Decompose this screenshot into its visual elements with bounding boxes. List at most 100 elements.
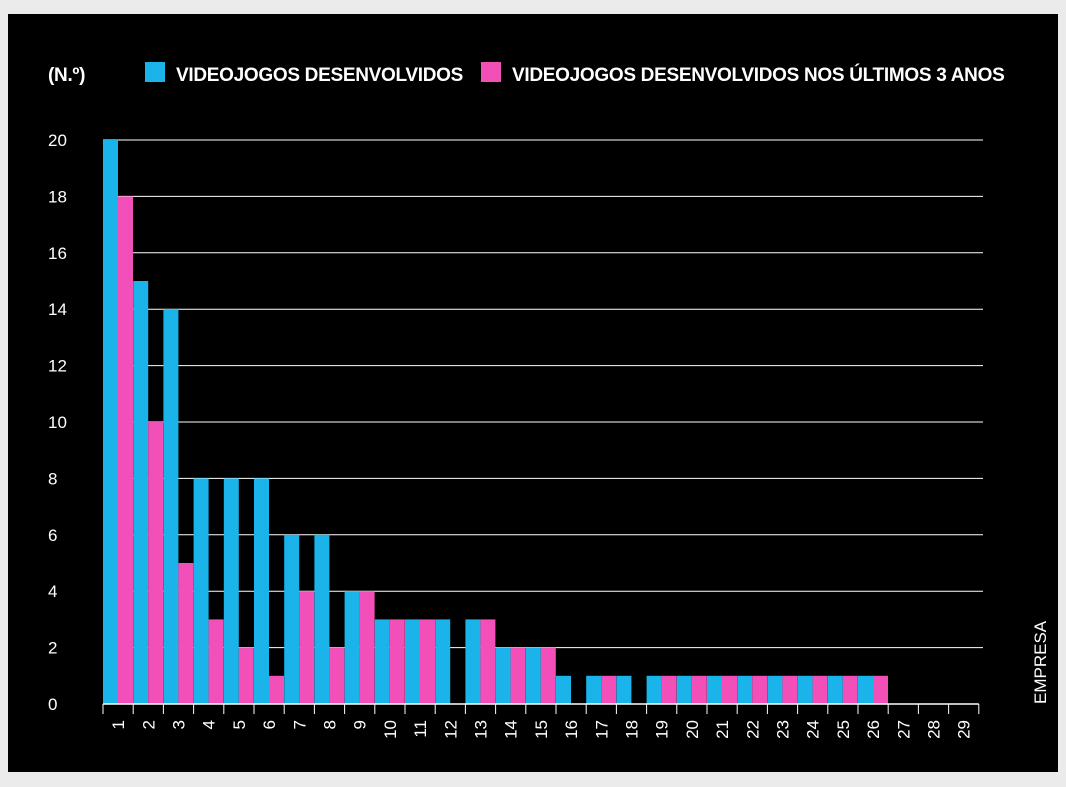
legend-swatch-series-1 xyxy=(145,62,165,82)
bar-series-1 xyxy=(284,534,300,704)
bar-series-2 xyxy=(269,675,284,704)
chart-panel: 0 2 4 6 8 10 12 14 16 18 20 1 2 3 4 5 6 7 8 9 10 11 12 13 14 15 1… xyxy=(8,14,1058,772)
bar-series-1 xyxy=(223,478,239,704)
legend-swatch-series-2 xyxy=(481,62,501,82)
x-tick-label: 28 xyxy=(925,720,944,739)
x-tick-label: 26 xyxy=(864,720,883,739)
y-tick-label: 12 xyxy=(48,357,67,376)
bar-series-2 xyxy=(873,675,888,704)
bar-series-2 xyxy=(661,675,677,704)
x-tick-label: 20 xyxy=(683,720,702,739)
bar-series-1 xyxy=(254,478,269,704)
y-tick-label: 10 xyxy=(48,413,67,432)
x-tick-label: 9 xyxy=(351,720,370,729)
bar-series-1 xyxy=(525,647,541,704)
bar-series-1 xyxy=(767,675,783,704)
bar-series-1 xyxy=(193,478,209,704)
y-tick-label: 18 xyxy=(48,187,67,206)
bar-series-1 xyxy=(103,140,118,704)
y-tick-label: 20 xyxy=(48,131,67,150)
bar-series-1 xyxy=(405,619,420,704)
x-tick-label: 4 xyxy=(200,720,219,729)
bar-series-2 xyxy=(420,619,435,704)
y-tick-label: 4 xyxy=(48,582,57,601)
bar-series-2 xyxy=(722,675,737,704)
y-tick-label: 2 xyxy=(48,639,57,658)
x-tick-label: 15 xyxy=(532,720,551,739)
x-tick-label: 11 xyxy=(411,720,430,738)
x-tick-label: 12 xyxy=(441,720,460,739)
x-tick-label: 6 xyxy=(260,720,279,729)
bar-series-1 xyxy=(314,534,330,704)
x-tick-label: 1 xyxy=(109,720,128,729)
x-tick-label: 27 xyxy=(894,720,913,739)
bar-series-1 xyxy=(616,675,632,704)
y-tick-label: 14 xyxy=(48,300,67,319)
x-tick-label: 25 xyxy=(834,720,853,739)
bar-series-1 xyxy=(374,619,390,704)
y-tick-label: 16 xyxy=(48,244,67,263)
bar-series-1 xyxy=(495,647,511,704)
bar-series-1 xyxy=(707,675,722,704)
legend-label-series-1: VIDEOJOGOS DESENVOLVIDOS xyxy=(176,65,463,86)
bar-series-1 xyxy=(586,675,602,704)
bar-series-1 xyxy=(858,675,873,704)
x-tick-label: 2 xyxy=(139,720,158,729)
bar-series-1 xyxy=(465,619,481,704)
bar-series-2 xyxy=(752,675,768,704)
x-tick-label: 19 xyxy=(653,720,672,739)
x-tick-labels: 1 2 3 4 5 6 7 8 9 10 11 12 13 14 15 16 17 18 19 20 21 22 23 24 2… xyxy=(109,720,974,739)
legend-label-series-2: VIDEOJOGOS DESENVOLVIDOS NOS ÚLTIMOS 3 A… xyxy=(512,64,1004,86)
bar-series-2 xyxy=(178,563,194,704)
x-tick-label: 7 xyxy=(290,720,309,729)
bar-series-2 xyxy=(238,647,254,704)
bar-series-2 xyxy=(148,422,164,704)
bar-series-1 xyxy=(556,675,571,704)
axes xyxy=(102,703,980,714)
bar-series-2 xyxy=(691,675,707,704)
x-axis-label: EMPRESA xyxy=(1031,620,1050,704)
bar-series-1 xyxy=(737,675,753,704)
x-tick-label: 5 xyxy=(230,720,249,729)
bar-series-2 xyxy=(359,591,375,704)
bar-series-2 xyxy=(510,647,526,704)
x-tick-label: 16 xyxy=(562,720,581,739)
bar-series-2 xyxy=(842,675,858,704)
x-tick-label: 17 xyxy=(592,720,611,739)
bar-series-2 xyxy=(480,619,496,704)
bar-series-1 xyxy=(676,675,692,704)
bar-series-2 xyxy=(329,647,345,704)
bar-series-1 xyxy=(133,281,149,704)
bar-series-2 xyxy=(601,675,617,704)
y-tick-label: 6 xyxy=(48,526,57,545)
y-tick-label: 8 xyxy=(48,469,57,488)
x-tick-label: 3 xyxy=(170,720,189,729)
bar-series-1 xyxy=(827,675,843,704)
bar-series-2 xyxy=(208,619,224,704)
bar-series-2 xyxy=(812,675,828,704)
bar-series-1 xyxy=(163,309,179,704)
x-tick-label: 14 xyxy=(502,720,521,739)
unit-label: (N.º) xyxy=(48,65,85,86)
bar-series-1 xyxy=(435,619,451,704)
bar-series-1 xyxy=(344,591,360,704)
y-tick-label: 0 xyxy=(48,695,57,714)
bar-series-2 xyxy=(299,591,315,704)
bar-series-2 xyxy=(782,675,798,704)
x-tick-label: 10 xyxy=(381,720,400,739)
x-tick-label: 18 xyxy=(623,720,642,739)
x-tick-label: 13 xyxy=(472,720,491,739)
x-tick-label: 23 xyxy=(774,720,793,739)
gridlines xyxy=(103,139,983,649)
bar-series-2 xyxy=(118,196,133,704)
x-tick-label: 21 xyxy=(713,720,732,739)
bar-series-1 xyxy=(797,675,813,704)
bar-series-2 xyxy=(540,647,556,704)
x-tick-label: 8 xyxy=(321,720,340,729)
x-tick-label: 24 xyxy=(804,720,823,739)
x-tick-label: 22 xyxy=(743,720,762,739)
y-tick-labels: 0 2 4 6 8 10 12 14 16 18 20 xyxy=(48,131,67,714)
x-tick-label: 29 xyxy=(955,720,974,739)
bar-series-1 xyxy=(646,675,662,704)
